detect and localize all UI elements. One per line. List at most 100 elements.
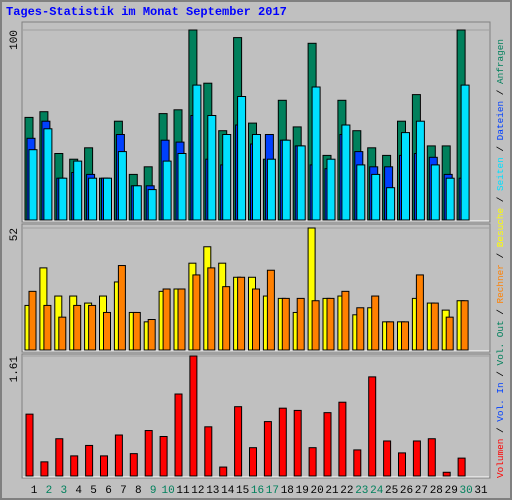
- bar: [73, 160, 83, 221]
- bar: [174, 393, 183, 477]
- bar: [293, 409, 302, 477]
- x-tick-label: 21: [325, 485, 339, 497]
- bar: [117, 151, 127, 221]
- legend-item: Rechner: [495, 264, 506, 303]
- bar: [144, 430, 153, 477]
- x-tick-label: 5: [90, 485, 97, 497]
- bar: [28, 149, 38, 221]
- x-tick-label: 4: [75, 485, 82, 497]
- bar: [371, 173, 381, 221]
- bar: [73, 304, 82, 351]
- bar: [460, 300, 469, 351]
- legend-separator: /: [495, 247, 506, 264]
- bar: [427, 438, 436, 477]
- x-tick-label: 25: [385, 485, 398, 497]
- bar: [401, 132, 410, 221]
- bar: [415, 120, 425, 221]
- bar: [353, 449, 362, 477]
- bar: [219, 466, 228, 477]
- x-tick-label: 6: [105, 485, 112, 497]
- bar: [412, 440, 421, 477]
- bar: [88, 304, 97, 351]
- bar: [281, 139, 291, 221]
- bar: [442, 471, 451, 477]
- x-tick-label: 27: [415, 485, 428, 497]
- legend-item: Vol. Out: [495, 320, 506, 365]
- bar: [88, 177, 98, 221]
- chart-title: Tages-Statistik im Monat September 2017: [6, 5, 287, 19]
- bar: [323, 412, 332, 477]
- bar: [308, 447, 317, 477]
- x-tick-label: 31: [474, 485, 488, 497]
- bar: [222, 134, 232, 221]
- bar: [147, 319, 156, 351]
- x-tick-label: 29: [445, 485, 458, 497]
- y-tick-label: 52: [9, 228, 21, 241]
- bar: [147, 189, 157, 221]
- bar: [189, 355, 198, 477]
- bar: [311, 300, 320, 351]
- bar: [222, 286, 231, 351]
- bar: [237, 96, 247, 221]
- bar: [192, 274, 201, 351]
- bar: [58, 177, 68, 221]
- legend: Volumen / Vol. In / Vol. Out / Rechner /…: [495, 39, 506, 478]
- bar: [249, 447, 257, 477]
- x-tick-label: 30: [459, 485, 472, 497]
- bar: [103, 311, 111, 351]
- x-tick-label: 20: [310, 485, 323, 497]
- x-tick-label: 15: [236, 485, 249, 497]
- y-tick-label: 100: [9, 30, 21, 50]
- legend-separator: /: [495, 140, 506, 157]
- bar: [338, 401, 347, 477]
- bar: [55, 438, 64, 477]
- bar: [25, 413, 34, 477]
- legend-item: Besuche: [495, 207, 506, 247]
- bar: [162, 288, 171, 351]
- y-tick-label: 1.61: [9, 356, 21, 383]
- bar: [28, 290, 37, 351]
- bar: [386, 187, 396, 221]
- bar: [311, 86, 321, 221]
- x-tick-label: 16: [251, 485, 264, 497]
- bar: [457, 457, 466, 477]
- bar: [266, 269, 275, 351]
- x-tick-label: 13: [206, 485, 219, 497]
- bar: [114, 434, 123, 477]
- x-tick-label: 14: [221, 485, 235, 497]
- bar: [234, 406, 243, 477]
- x-tick-label: 7: [120, 485, 127, 497]
- bar: [356, 164, 366, 221]
- bar: [129, 453, 138, 477]
- bar: [460, 84, 470, 221]
- x-tick-label: 11: [176, 485, 190, 497]
- bar: [204, 426, 213, 477]
- bar: [368, 376, 377, 477]
- bar: [398, 452, 406, 477]
- bar: [43, 128, 53, 221]
- legend-item: Dateien: [495, 101, 506, 140]
- bar: [40, 461, 49, 477]
- bar: [430, 164, 440, 221]
- bar: [278, 407, 287, 477]
- x-tick-label: 28: [430, 485, 443, 497]
- bar: [356, 307, 365, 351]
- bar: [371, 295, 380, 351]
- x-tick-label: 8: [135, 485, 142, 497]
- bar: [326, 158, 336, 221]
- legend-item: Anfragen: [495, 39, 506, 84]
- bar: [383, 440, 392, 477]
- x-tick-label: 2: [46, 485, 53, 497]
- x-tick-label: 1: [31, 485, 38, 497]
- bar: [132, 311, 141, 351]
- x-tick-label: 17: [266, 485, 279, 497]
- bar: [117, 265, 126, 351]
- x-tick-label: 12: [191, 485, 204, 497]
- x-tick-label: 26: [400, 485, 413, 497]
- bar: [85, 444, 94, 477]
- x-tick-label: 19: [296, 485, 309, 497]
- bar: [177, 288, 186, 351]
- bar: [430, 302, 439, 351]
